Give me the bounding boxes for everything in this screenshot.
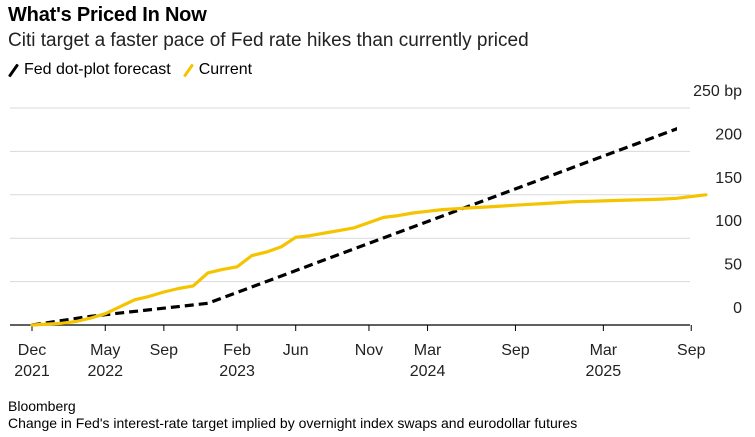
- y-tick-label: 200: [715, 126, 742, 143]
- legend-label-current: Current: [198, 61, 253, 78]
- current-pricing-line: [30, 193, 708, 327]
- y-tick-label: 250 bp: [693, 83, 742, 100]
- x-tick-year-label: 2025: [586, 363, 622, 380]
- x-tick-label: Sep: [150, 342, 179, 359]
- current-legend-icon: [182, 62, 194, 78]
- legend-item-dot-plot: Fed dot-plot forecast: [7, 61, 171, 79]
- y-tick-label: 150: [715, 170, 742, 187]
- x-tick-label: Nov: [355, 342, 383, 359]
- legend-item-current: Current: [182, 61, 253, 79]
- footnote: Change in Fed's interest-rate target imp…: [8, 415, 578, 431]
- dot-plot-legend-icon: [7, 62, 20, 78]
- y-tick-label: 100: [715, 213, 742, 230]
- x-tick-label: Mar: [590, 342, 618, 359]
- x-tick-label: Sep: [501, 342, 530, 359]
- chart-subtitle: Citi target a faster pace of Fed rate hi…: [8, 30, 529, 51]
- x-tick-label: Jun: [283, 342, 309, 359]
- x-tick-label: Dec: [18, 342, 46, 359]
- x-tick-label: Mar: [414, 342, 442, 359]
- legend-label-dot-plot: Fed dot-plot forecast: [24, 61, 171, 78]
- x-tick-label: Feb: [223, 342, 251, 359]
- y-tick-label: 50: [724, 257, 742, 274]
- x-tick-label: Sep: [677, 342, 706, 359]
- x-tick-year-label: 2024: [410, 363, 446, 380]
- x-tick-year-label: 2021: [14, 363, 50, 380]
- y-tick-label: 0: [733, 300, 742, 317]
- x-tick-year-label: 2022: [87, 363, 123, 380]
- chart-title: What's Priced In Now: [8, 4, 207, 26]
- legend: Fed dot-plot forecast Current: [7, 61, 268, 79]
- x-tick-year-label: 2023: [219, 363, 255, 380]
- dot-plot-forecast-line: [31, 127, 677, 327]
- source-label: Bloomberg: [8, 398, 76, 414]
- line-chart: 250 bp 200 150 100 50 0 Dec 2021 May 2022 Sep Feb 20…: [10, 83, 742, 380]
- x-tick-label: May: [90, 342, 120, 359]
